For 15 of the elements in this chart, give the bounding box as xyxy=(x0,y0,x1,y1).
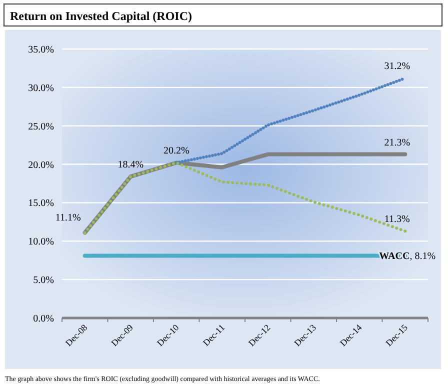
y-tick-label: 5.0% xyxy=(33,275,54,286)
y-tick-label: 0.0% xyxy=(33,314,54,324)
data-label: 11.3% xyxy=(384,214,410,226)
y-tick-label: 20.0% xyxy=(28,160,54,171)
data-label: 20.2% xyxy=(163,146,190,157)
y-tick-label: 30.0% xyxy=(28,82,54,94)
data-label: 18.4% xyxy=(118,160,144,171)
y-tick-label: 15.0% xyxy=(28,198,54,210)
y-tick-label: 35.0% xyxy=(28,44,54,56)
data-label: 31.2% xyxy=(384,61,410,72)
data-label: 11.1% xyxy=(55,212,81,224)
y-tick-label: 25.0% xyxy=(28,121,54,132)
chart-title: Return on Invested Capital (ROIC) xyxy=(10,9,192,23)
y-tick-label: 10.0% xyxy=(28,236,54,248)
data-label: 21.3% xyxy=(384,137,410,148)
